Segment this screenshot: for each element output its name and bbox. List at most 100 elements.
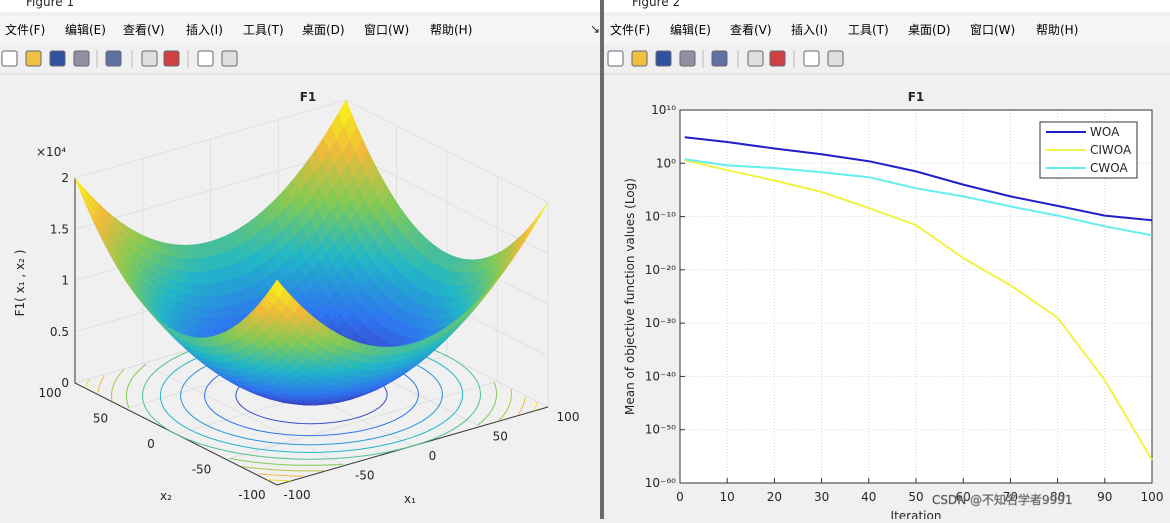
menu-bar: [0, 16, 600, 44]
menu-item[interactable]: 编辑(E): [670, 22, 711, 37]
menu-item[interactable]: 窗口(W): [970, 23, 1015, 37]
x-tick-label: 0: [429, 449, 437, 463]
toolbar-button[interactable]: [679, 50, 696, 67]
contour: [498, 389, 512, 421]
surface-patch: [271, 279, 285, 298]
chart-title: F1: [300, 90, 317, 104]
x-tick-label: -50: [355, 469, 375, 483]
toolbar-button[interactable]: [49, 50, 66, 67]
x-tick-label: 10: [720, 490, 735, 504]
menu-item[interactable]: 编辑(E): [65, 22, 106, 37]
axes-box: [679, 109, 1153, 484]
y-tick-label: 10⁻³⁰: [645, 316, 676, 330]
contour: [258, 473, 303, 477]
z-tick-label: 2: [61, 171, 69, 185]
menu-item[interactable]: 工具(T): [848, 23, 889, 37]
toolbar-button[interactable]: [1, 50, 18, 67]
series-line: [684, 158, 1153, 237]
y-tick-label: 10⁻²⁰: [645, 263, 676, 277]
toolbar-button[interactable]: [631, 50, 648, 67]
y-tick-label: 10⁻¹⁰: [645, 210, 676, 224]
toolbar-button[interactable]: [827, 50, 844, 67]
toolbar-button[interactable]: [769, 50, 786, 67]
z-tick-label: 0: [61, 376, 69, 390]
toolbar-button[interactable]: [197, 50, 214, 67]
dock-arrow[interactable]: ↘: [590, 22, 600, 36]
x-tick-label: 80: [1050, 490, 1065, 504]
contour: [111, 369, 125, 401]
toolbar-button[interactable]: [711, 50, 728, 67]
menu-item[interactable]: 文件(F): [610, 22, 650, 37]
toolbar-button[interactable]: [163, 50, 180, 67]
x-tick-label: 50: [908, 490, 923, 504]
surface: [74, 99, 549, 406]
contour: [477, 382, 498, 426]
menu-item[interactable]: 帮助(H): [430, 23, 472, 37]
watermark: CSDN @不知名学者9991: [932, 492, 1073, 507]
title-bar: [0, 0, 600, 12]
x-tick-label: 90: [1097, 490, 1112, 504]
y-tick-label: 100: [39, 386, 62, 400]
grid-line: [226, 176, 498, 460]
window-title: Figure 2: [632, 0, 680, 9]
toolbar-button[interactable]: [803, 50, 820, 67]
menu-item[interactable]: 帮助(H): [1036, 23, 1078, 37]
x-tick-label: -100: [283, 488, 310, 502]
x-tick-label: 30: [814, 490, 829, 504]
x-tick-label: 20: [767, 490, 782, 504]
menu-item[interactable]: 桌面(D): [302, 23, 345, 37]
toolbar-button[interactable]: [25, 50, 42, 67]
contour: [125, 364, 146, 408]
toolbar-button[interactable]: [655, 50, 672, 67]
x-tick-label: 100: [1141, 490, 1164, 504]
menu-item[interactable]: 插入(I): [186, 23, 223, 37]
series-line: [684, 159, 1153, 461]
x-tick-label: 0: [676, 490, 684, 504]
y-tick-label: 10⁻⁶⁰: [645, 476, 676, 490]
window-title: Figure 1: [26, 0, 74, 9]
legend-label: CIWOA: [1090, 143, 1132, 157]
legend-label: CWOA: [1090, 161, 1128, 175]
toolbar-button[interactable]: [747, 50, 764, 67]
contour: [518, 397, 526, 415]
menu-item[interactable]: 文件(F): [5, 22, 45, 37]
y-axis-label: x₂: [160, 489, 172, 503]
x-tick-label: 40: [861, 490, 876, 504]
z-axis-label: F1( x₁ , x₂ ): [13, 250, 27, 317]
y-tick-label: 10¹⁰: [651, 103, 676, 117]
y-tick-label: 50: [93, 412, 108, 426]
toolbar-button[interactable]: [141, 50, 158, 67]
x-tick-label: 100: [557, 410, 580, 424]
contour: [242, 466, 325, 472]
menu-item[interactable]: 桌面(D): [908, 23, 951, 37]
contour: [533, 401, 538, 412]
x-axis-label: Iteration: [891, 509, 942, 519]
contour: [229, 457, 343, 466]
toolbar-button[interactable]: [221, 50, 238, 67]
contour: [85, 378, 90, 389]
z-tick-label: 1.5: [50, 222, 69, 236]
y-tick-label: 10⁻⁵⁰: [645, 423, 676, 437]
x-tick-label: 70: [1003, 490, 1018, 504]
menu-item[interactable]: 工具(T): [243, 23, 284, 37]
y-tick-label: -50: [192, 463, 212, 477]
z-tick-label: 0.5: [50, 325, 69, 339]
x-tick-label: 50: [493, 430, 508, 444]
menu-item[interactable]: 插入(I): [791, 23, 828, 37]
toolbar-button[interactable]: [73, 50, 90, 67]
y-tick-label: 10⁰: [656, 156, 676, 170]
toolbar-button[interactable]: [607, 50, 624, 67]
toolbar-button[interactable]: [105, 50, 122, 67]
menu-item[interactable]: 窗口(W): [364, 23, 409, 37]
x-tick-label: 60: [956, 490, 971, 504]
x-axis-label: x₁: [404, 492, 416, 506]
menu-item[interactable]: 查看(V): [123, 23, 165, 37]
contour: [97, 375, 105, 393]
menu-item[interactable]: 查看(V): [730, 23, 772, 37]
axis-exponent: ×10⁴: [36, 145, 66, 159]
title-bar: [604, 0, 1170, 12]
y-axis-label: Mean of objective function values (Log): [623, 178, 637, 415]
divider: [600, 0, 604, 519]
